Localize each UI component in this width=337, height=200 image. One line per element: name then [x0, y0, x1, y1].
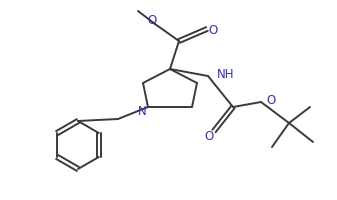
- Text: N: N: [137, 105, 146, 118]
- Text: NH: NH: [217, 68, 235, 81]
- Text: O: O: [204, 130, 214, 143]
- Text: O: O: [147, 13, 157, 26]
- Text: O: O: [208, 23, 218, 36]
- Text: O: O: [266, 94, 275, 107]
